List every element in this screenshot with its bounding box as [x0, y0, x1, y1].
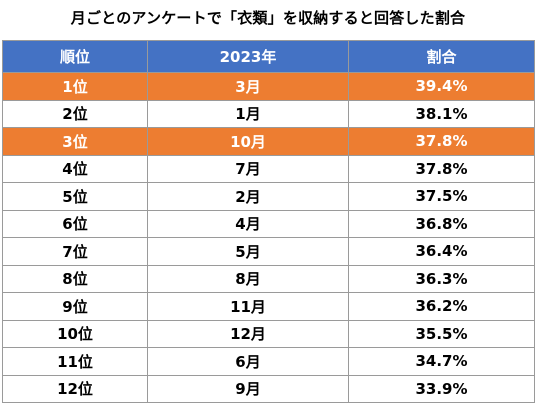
- ratio-cell: 37.8%: [348, 127, 535, 156]
- header-month: 2023年: [147, 40, 349, 73]
- table-title: 月ごとのアンケートで「衣類」を収納すると回答した割合: [70, 9, 466, 27]
- rank-cell: 11位: [2, 347, 148, 376]
- table-row: 9位 11月 36.2%: [2, 292, 535, 321]
- header-row: 順位 2023年 割合: [2, 40, 535, 73]
- month-cell: 1月: [147, 99, 349, 128]
- header-ratio: 割合: [348, 40, 535, 73]
- month-cell: 2月: [147, 182, 349, 211]
- ratio-cell: 37.5%: [348, 182, 535, 211]
- rank-cell: 8位: [2, 264, 148, 293]
- table-row: 1位 3月 39.4%: [2, 72, 535, 101]
- rank-cell: 9位: [2, 292, 148, 321]
- table-row: 11位 6月 34.7%: [2, 347, 535, 376]
- table-row: 2位 1月 38.1%: [2, 99, 535, 128]
- table-row: 7位 5月 36.4%: [2, 237, 535, 266]
- month-cell: 6月: [147, 347, 349, 376]
- table-row: 6位 4月 36.8%: [2, 209, 535, 238]
- ratio-cell: 38.1%: [348, 99, 535, 128]
- rank-cell: 10位: [2, 319, 148, 348]
- ratio-cell: 36.2%: [348, 292, 535, 321]
- month-cell: 10月: [147, 127, 349, 156]
- table-row: 10位 12月 35.5%: [2, 319, 535, 348]
- rank-cell: 6位: [2, 209, 148, 238]
- table-row: 4位 7月 37.8%: [2, 154, 535, 183]
- month-cell: 4月: [147, 209, 349, 238]
- rank-cell: 5位: [2, 182, 148, 211]
- month-cell: 7月: [147, 154, 349, 183]
- table-row: 5位 2月 37.5%: [2, 182, 535, 211]
- month-cell: 12月: [147, 319, 349, 348]
- month-cell: 11月: [147, 292, 349, 321]
- rank-cell: 12位: [2, 374, 148, 403]
- ratio-cell: 35.5%: [348, 319, 535, 348]
- ratio-cell: 36.3%: [348, 264, 535, 293]
- ratio-cell: 39.4%: [348, 72, 535, 101]
- rank-cell: 2位: [2, 99, 148, 128]
- table-row: 12位 9月 33.9%: [2, 374, 535, 403]
- ratio-cell: 36.8%: [348, 209, 535, 238]
- rank-cell: 4位: [2, 154, 148, 183]
- ratio-cell: 33.9%: [348, 374, 535, 403]
- ratio-cell: 34.7%: [348, 347, 535, 376]
- ratio-cell: 37.8%: [348, 154, 535, 183]
- month-cell: 5月: [147, 237, 349, 266]
- month-cell: 9月: [147, 374, 349, 403]
- table-row: 8位 8月 36.3%: [2, 264, 535, 293]
- rank-cell: 1位: [2, 72, 148, 101]
- month-cell: 3月: [147, 72, 349, 101]
- ranking-table: 順位 2023年 割合 1位 3月 39.4% 2位 1月 38.1% 3位 10月 37.8%…: [2, 40, 535, 403]
- month-cell: 8月: [147, 264, 349, 293]
- rank-cell: 3位: [2, 127, 148, 156]
- header-rank: 順位: [2, 40, 148, 73]
- ratio-cell: 36.4%: [348, 237, 535, 266]
- table-row: 3位 10月 37.8%: [2, 127, 535, 156]
- rank-cell: 7位: [2, 237, 148, 266]
